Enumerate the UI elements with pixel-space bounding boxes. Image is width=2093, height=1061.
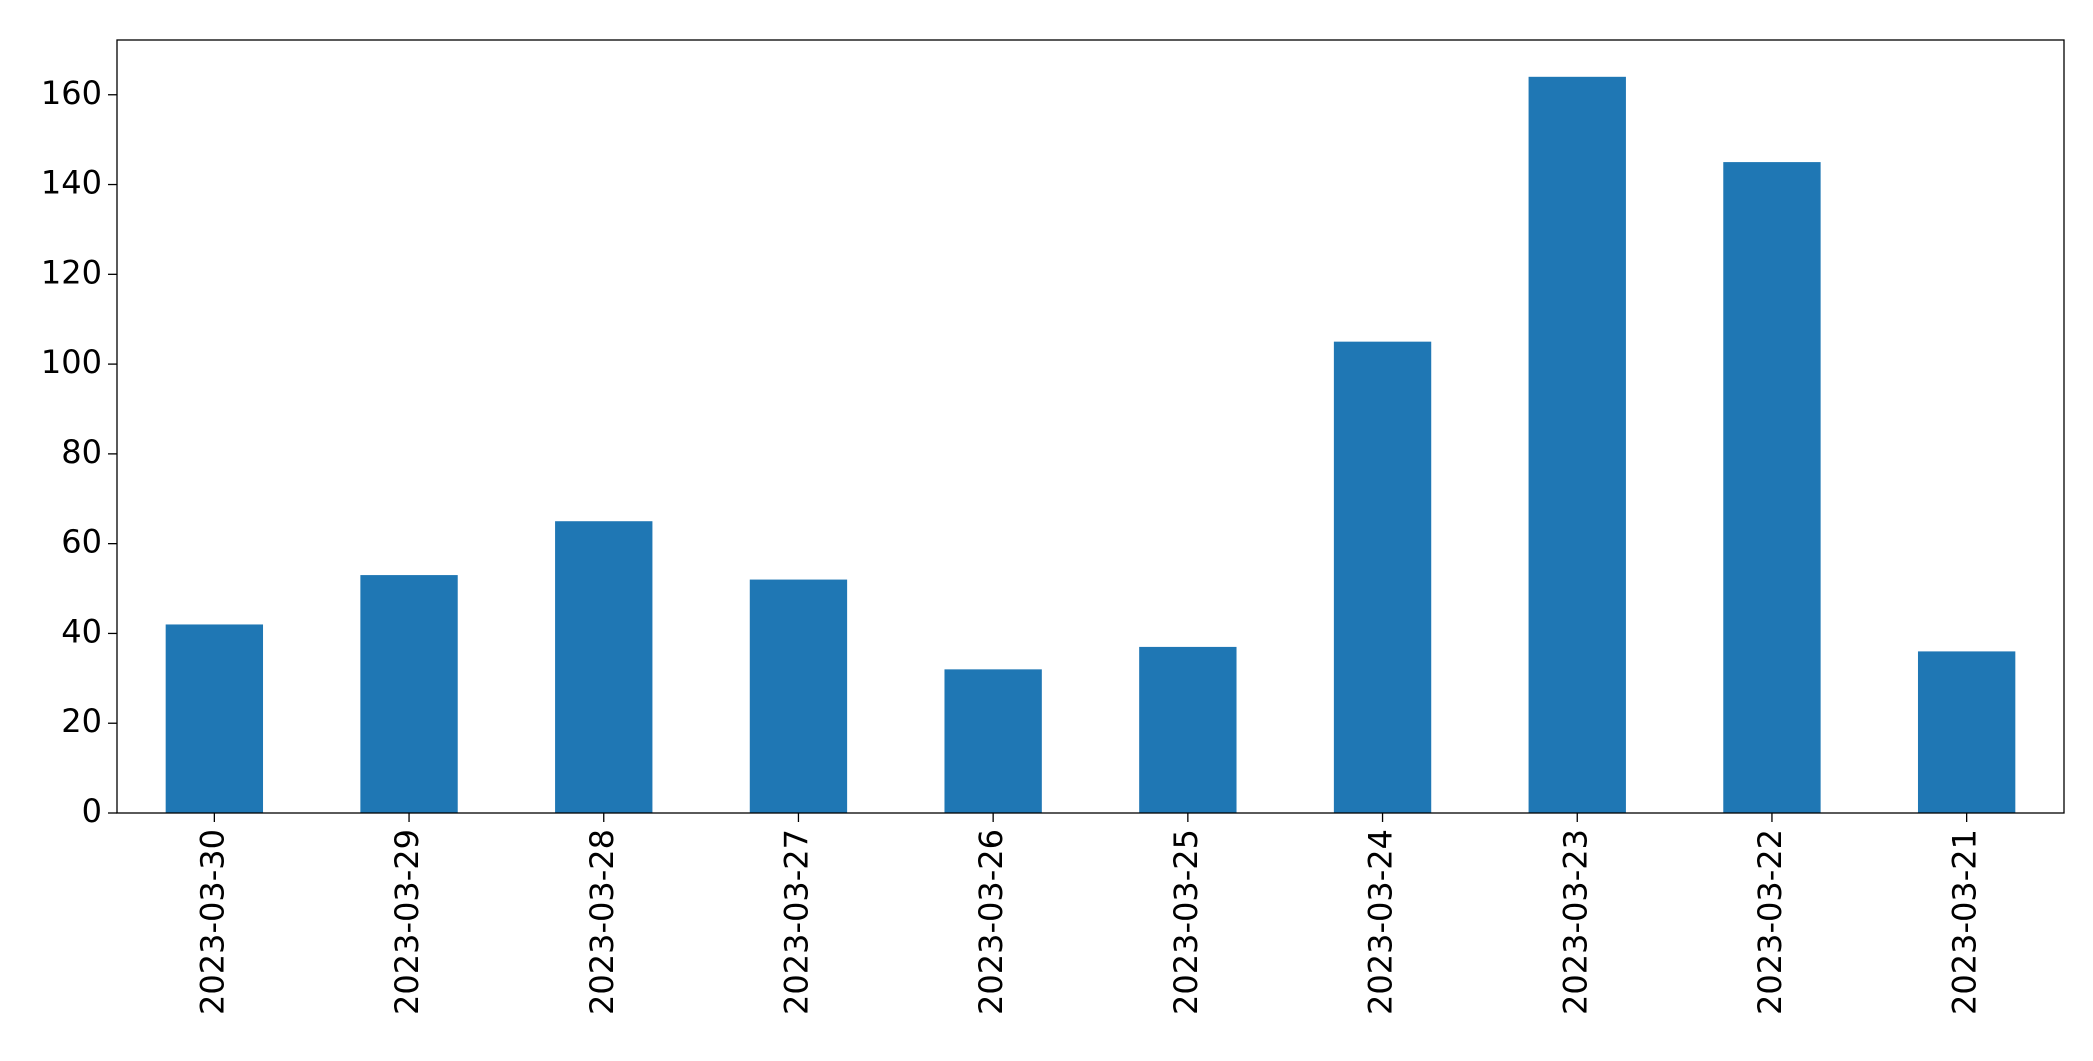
x-tick-label: 2023-03-23 [1556, 829, 1594, 1015]
bar [1528, 76, 1626, 814]
bar [1333, 341, 1432, 813]
y-tick-label: 100 [41, 343, 102, 381]
bar [555, 521, 653, 813]
y-tick-label: 20 [61, 702, 102, 740]
x-tick-label: 2023-03-27 [777, 829, 815, 1015]
x-tick-label: 2023-03-29 [388, 829, 426, 1015]
plot-frame [116, 39, 2065, 814]
bar [749, 579, 848, 813]
y-tick-label: 40 [61, 612, 102, 650]
x-tick-label: 2023-03-26 [972, 829, 1010, 1015]
bar [360, 575, 458, 813]
y-tick-label: 140 [41, 164, 102, 202]
y-tick-label: 60 [61, 523, 102, 561]
y-tick-label: 160 [41, 74, 102, 112]
y-tick-label: 120 [41, 253, 102, 291]
x-tick-label: 2023-03-28 [583, 829, 621, 1015]
x-tick-label: 2023-03-30 [193, 829, 231, 1015]
bar [1917, 651, 2016, 813]
x-tick-label: 2023-03-24 [1362, 829, 1400, 1015]
bar [944, 669, 1042, 813]
x-tick-label: 2023-03-22 [1751, 829, 1789, 1015]
x-tick-label: 2023-03-21 [1946, 829, 1984, 1015]
bar [165, 624, 264, 813]
x-tick-label: 2023-03-25 [1167, 829, 1205, 1015]
bar [1723, 162, 1821, 814]
y-tick-label: 80 [61, 433, 102, 471]
y-tick-label: 0 [82, 792, 102, 830]
bar [1139, 646, 1237, 813]
